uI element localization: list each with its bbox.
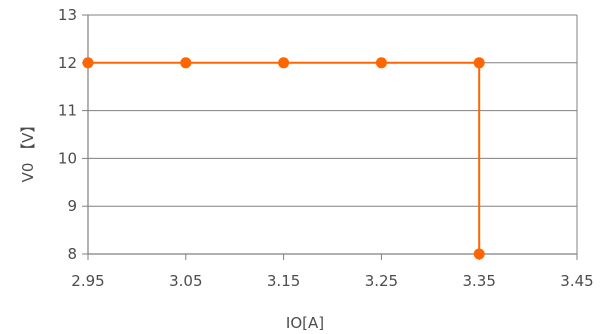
data-point (473, 248, 485, 260)
y-tick-label: 11 (58, 102, 77, 120)
y-axis-label: V0 【V】 (19, 118, 37, 183)
x-axis-label: IO[A] (286, 314, 324, 332)
data-point (278, 57, 290, 69)
data-point (82, 57, 94, 69)
y-axis-ticks: 8 9 10 11 12 13 (58, 6, 88, 263)
y-tick-label: 9 (67, 197, 77, 215)
x-axis-ticks: 2.95 3.05 3.15 3.25 3.35 3.45 (71, 254, 594, 290)
series-line (88, 61, 481, 254)
x-tick-label: 3.15 (267, 272, 300, 290)
y-tick-label: 8 (67, 245, 77, 263)
x-tick-label: 2.95 (71, 272, 104, 290)
y-tick-label: 12 (58, 54, 77, 72)
data-point (180, 57, 192, 69)
x-tick-label: 3.45 (560, 272, 593, 290)
series-layer (82, 57, 485, 260)
y-tick-label: 13 (58, 6, 77, 24)
x-tick-label: 3.35 (462, 272, 495, 290)
x-tick-label: 3.25 (365, 272, 398, 290)
x-tick-label: 3.05 (169, 272, 202, 290)
plot-frame (87, 14, 578, 255)
y-tick-label: 10 (58, 149, 77, 167)
data-point (473, 57, 485, 69)
data-point (375, 57, 387, 69)
